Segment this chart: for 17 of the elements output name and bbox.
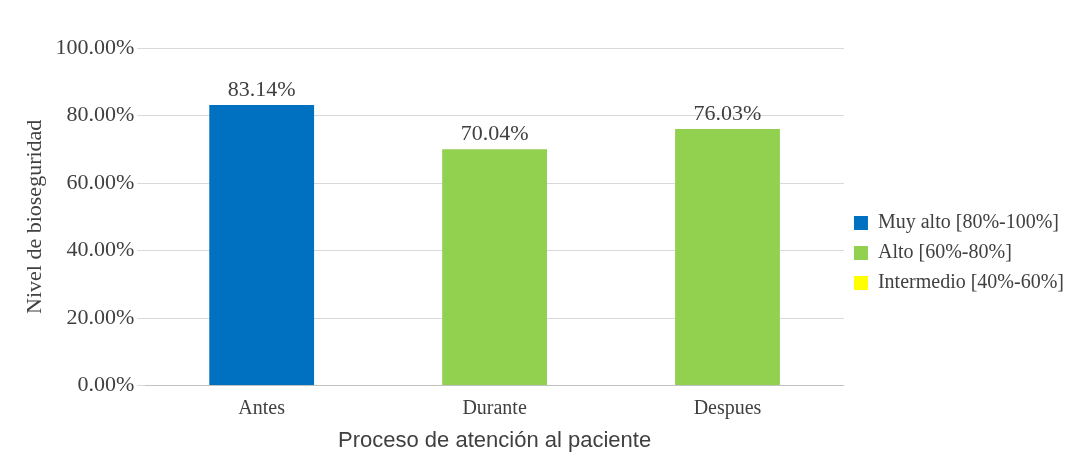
y-tick-label: 100.00%	[55, 33, 135, 59]
x-tick-label: Durante	[462, 395, 527, 418]
y-tick-label: 80.00%	[66, 101, 135, 127]
y-tick-label: 40.00%	[66, 236, 135, 262]
data-label: 70.04%	[460, 119, 529, 145]
y-tick-label: 0.00%	[77, 371, 135, 397]
data-label: 76.03%	[693, 99, 762, 125]
x-tick-label: Despues	[693, 395, 762, 419]
legend-label: Muy alto [80%-100%]	[877, 210, 1060, 234]
x-tick-label: Antes	[238, 395, 286, 418]
y-axis-title: Nivel de bioseguridad	[20, 119, 46, 314]
y-tick-label: 20.00%	[66, 303, 135, 329]
y-tick-label: 60.00%	[66, 168, 135, 194]
legend-label: Intermedio [40%-60%]	[877, 270, 1064, 293]
data-label: 83.14%	[227, 75, 296, 101]
x-axis-title: Proceso de atención al paciente	[338, 426, 652, 452]
legend-label: Alto [60%-80%]	[877, 240, 1012, 263]
